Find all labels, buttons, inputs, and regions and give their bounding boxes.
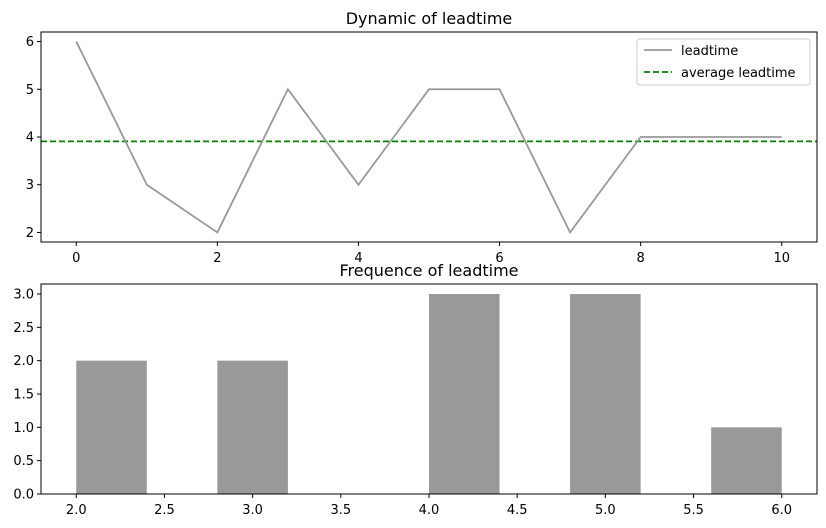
x-tick-label: 2.0 (66, 503, 87, 518)
x-tick-label: 3.5 (330, 503, 351, 518)
y-tick-label: 1.0 (13, 421, 34, 436)
y-tick-label: 0.5 (13, 454, 34, 469)
x-tick-label: 0 (72, 251, 80, 266)
x-tick-label: 4 (354, 251, 362, 266)
histogram-frequence: 0.0 0.5 1.0 1.5 2.0 2.5 3.0 2.0 2.5 3.0 3.5 4.0 4.5… (13, 261, 818, 518)
y-axis: 2 3 4 5 6 (26, 35, 41, 241)
legend-label-average: average leadtime (681, 66, 796, 81)
axes-frame (40, 31, 818, 243)
x-tick-label: 5.0 (595, 503, 616, 518)
y-tick-label: 6 (26, 35, 34, 50)
x-tick-label: 4.5 (507, 503, 528, 518)
histogram-bar (711, 427, 782, 494)
y-tick-label: 0.0 (13, 488, 34, 503)
legend: leadtime average leadtime (636, 38, 811, 86)
x-tick-label: 6 (495, 251, 503, 266)
x-tick-label: 2.5 (154, 503, 175, 518)
histogram-bar (76, 360, 147, 494)
y-tick-label: 5 (26, 83, 34, 98)
y-tick-label: 2.0 (13, 354, 34, 369)
legend-box (636, 38, 811, 86)
x-tick-label: 8 (636, 251, 644, 266)
x-axis: 2.0 2.5 3.0 3.5 4.0 4.5 5.0 5.5 6.0 (66, 494, 792, 518)
y-tick-label: 1.5 (13, 388, 34, 403)
histogram-bar (570, 294, 641, 494)
plot-area (41, 41, 817, 235)
x-tick-label: 3.0 (242, 503, 263, 518)
line-chart-dynamic: Dynamic of leadtime 2 3 4 5 6 0 2 4 6 8 10 leadti… (26, 9, 818, 266)
y-tick-label: 2 (26, 226, 34, 241)
x-tick-label: 5.5 (683, 503, 704, 518)
x-tick-label: 6.0 (771, 503, 792, 518)
histogram-bar (217, 360, 288, 494)
chart-title: Dynamic of leadtime (346, 9, 513, 28)
plot-area (76, 294, 782, 494)
x-axis: 0 2 4 6 8 10 (72, 242, 790, 266)
y-tick-label: 3.0 (13, 288, 34, 303)
legend-label-leadtime: leadtime (681, 44, 738, 59)
y-tick-label: 2.5 (13, 321, 34, 336)
y-tick-label: 3 (26, 178, 34, 193)
x-tick-label: 2 (213, 251, 221, 266)
y-axis: 0.0 0.5 1.0 1.5 2.0 2.5 3.0 (13, 288, 41, 503)
x-tick-label: 4.0 (419, 503, 440, 518)
axes-frame (40, 283, 818, 495)
histogram-bar (429, 294, 500, 494)
chart-title: Frequence of leadtime (339, 261, 518, 280)
x-tick-label: 10 (773, 251, 790, 266)
y-tick-label: 4 (26, 131, 34, 146)
